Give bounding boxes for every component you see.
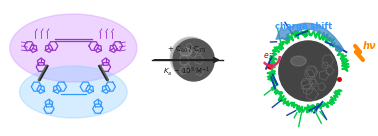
Circle shape bbox=[175, 41, 208, 75]
Circle shape bbox=[177, 44, 206, 73]
Circle shape bbox=[191, 58, 195, 62]
Circle shape bbox=[183, 49, 202, 69]
Text: charge shift: charge shift bbox=[275, 22, 332, 31]
Circle shape bbox=[178, 45, 205, 73]
Text: + C$_{60}$ / C$_{70}$: + C$_{60}$ / C$_{70}$ bbox=[167, 45, 206, 55]
Circle shape bbox=[189, 56, 197, 64]
Circle shape bbox=[172, 39, 209, 77]
Text: e$^-$: e$^-$ bbox=[263, 51, 275, 61]
FancyArrowPatch shape bbox=[276, 23, 343, 52]
Circle shape bbox=[188, 55, 198, 64]
Circle shape bbox=[174, 40, 209, 76]
Circle shape bbox=[185, 51, 200, 67]
Circle shape bbox=[180, 47, 204, 71]
Circle shape bbox=[279, 41, 338, 101]
Text: $K_a$ ~ 10$^5$ M$^{-1}$: $K_a$ ~ 10$^5$ M$^{-1}$ bbox=[163, 65, 211, 78]
Ellipse shape bbox=[291, 56, 306, 66]
Ellipse shape bbox=[10, 14, 137, 82]
Circle shape bbox=[173, 39, 214, 81]
Circle shape bbox=[187, 53, 199, 65]
Circle shape bbox=[179, 46, 204, 72]
Circle shape bbox=[192, 59, 195, 61]
Ellipse shape bbox=[180, 48, 192, 56]
Circle shape bbox=[186, 52, 200, 66]
Circle shape bbox=[191, 57, 196, 63]
Circle shape bbox=[184, 50, 201, 68]
Text: hν: hν bbox=[363, 41, 376, 51]
Circle shape bbox=[181, 48, 203, 70]
Circle shape bbox=[176, 42, 207, 74]
Ellipse shape bbox=[20, 66, 127, 118]
Circle shape bbox=[170, 37, 211, 79]
Circle shape bbox=[171, 38, 210, 78]
